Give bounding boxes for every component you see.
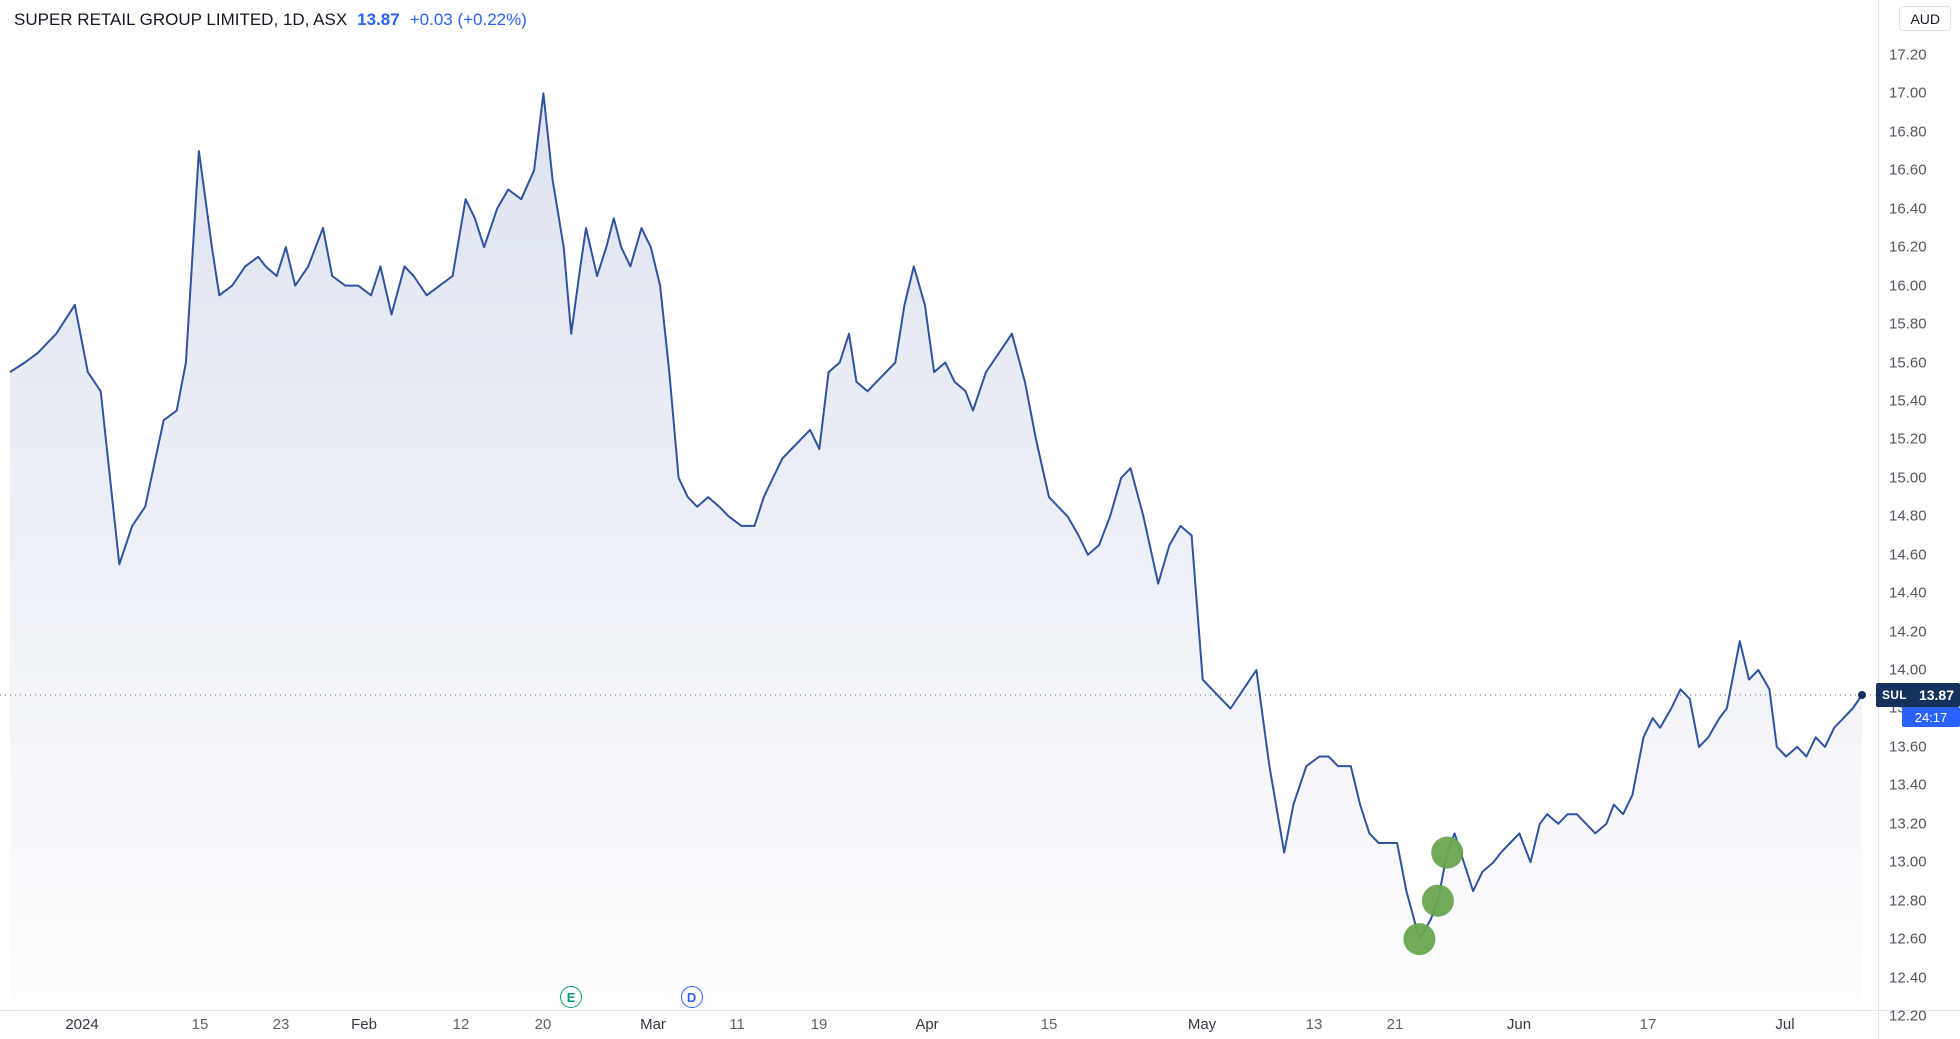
time-scale-label: Apr: [915, 1016, 939, 1033]
price-scale-tick: 14.00: [1889, 661, 1927, 679]
price-scale-tick: 15.20: [1889, 430, 1927, 448]
price-scale-tick: 16.60: [1889, 161, 1927, 179]
price-label-countdown: 24:17: [1902, 707, 1960, 728]
price-scale-tick: 17.00: [1889, 84, 1927, 102]
price-scale-tick: 14.80: [1889, 507, 1927, 525]
price-chart-canvas[interactable]: [0, 0, 1878, 1010]
price-label-value: 13.87: [1918, 687, 1954, 704]
time-scale-label: Mar: [640, 1016, 666, 1033]
time-scale-label: Jul: [1775, 1016, 1795, 1033]
price-scale-tick: 15.00: [1889, 469, 1927, 487]
last-price-dot: [1858, 691, 1866, 699]
price-scale-tick: 13.40: [1889, 776, 1927, 794]
time-scale-label: 20: [534, 1016, 552, 1033]
price-change-value: +0.03 (+0.22%): [409, 10, 527, 29]
time-scale-label: 21: [1386, 1016, 1404, 1033]
time-axis-separator: [0, 1010, 1960, 1011]
price-scale-tick: 14.60: [1889, 546, 1927, 564]
price-label-symbol: SUL: [1882, 688, 1907, 703]
price-scale-tick: 14.20: [1889, 623, 1927, 641]
price-scale-tick: 12.40: [1889, 969, 1927, 987]
time-scale-label: 11: [729, 1016, 745, 1033]
price-scale-tick: 12.80: [1889, 892, 1927, 910]
earnings-marker-icon[interactable]: E: [560, 986, 583, 1008]
price-scale[interactable]: 17.20 17.00 16.80 16.60 16.40 16.20 16.00 15.80…: [1879, 0, 1960, 1025]
price-line: [9, 92, 1863, 941]
current-price-label: SUL 13.87 24:17: [1876, 683, 1960, 728]
dividend-marker-icon[interactable]: D: [680, 986, 703, 1008]
area-fill: [10, 93, 1862, 1010]
time-scale-label: 17: [1639, 1016, 1657, 1033]
price-scale-tick: 13.60: [1889, 738, 1927, 756]
time-scale[interactable]: 2024 15 23 Feb 12 20 Mar 11 19 Apr 15 May 13 21 Jun 17 J…: [0, 1011, 1878, 1039]
price-scale-tick: 12.20: [1889, 1007, 1927, 1025]
symbol-title[interactable]: SUPER RETAIL GROUP LIMITED, 1D, ASX: [14, 10, 348, 29]
price-scale-tick: 17.20: [1889, 46, 1927, 64]
time-scale-label: May: [1187, 1016, 1217, 1033]
time-scale-label: 23: [272, 1016, 290, 1033]
price-scale-tick: 15.40: [1889, 392, 1927, 410]
time-scale-label: 15: [191, 1016, 209, 1033]
time-scale-label: 13: [1305, 1016, 1323, 1033]
time-scale-label: 19: [810, 1016, 828, 1033]
price-scale-tick: 13.20: [1889, 815, 1927, 833]
symbol-legend: SUPER RETAIL GROUP LIMITED, 1D, ASX 13.8…: [14, 10, 527, 30]
price-scale-tick: 16.00: [1889, 277, 1927, 295]
price-axis-separator: [1878, 0, 1879, 1039]
time-scale-label: 12: [452, 1016, 470, 1033]
time-scale-label: Feb: [351, 1016, 377, 1033]
price-scale-tick: 16.20: [1889, 238, 1927, 256]
trade-marker[interactable]: [1403, 923, 1436, 956]
price-scale-tick: 15.80: [1889, 315, 1927, 333]
time-scale-label: Jun: [1506, 1016, 1532, 1033]
price-scale-tick: 16.40: [1889, 200, 1927, 218]
price-scale-tick: 12.60: [1889, 930, 1927, 948]
price-scale-tick: 16.80: [1889, 123, 1927, 141]
time-scale-label: 2024: [65, 1016, 99, 1033]
price-scale-tick: 15.60: [1889, 354, 1927, 372]
last-price-value: 13.87: [357, 10, 400, 29]
trade-marker[interactable]: [1431, 836, 1464, 869]
price-label-main: SUL 13.87: [1876, 683, 1960, 708]
price-scale-tick: 13.00: [1889, 853, 1927, 871]
currency-button[interactable]: AUD: [1899, 6, 1951, 31]
trade-marker[interactable]: [1421, 884, 1454, 917]
price-scale-tick: 14.40: [1889, 584, 1927, 602]
time-scale-label: 15: [1040, 1016, 1058, 1033]
